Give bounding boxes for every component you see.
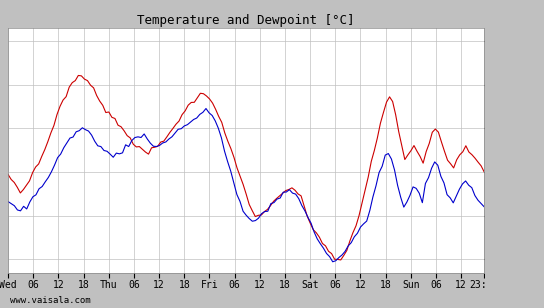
Text: www.vaisala.com: www.vaisala.com: [10, 296, 90, 305]
Title: Temperature and Dewpoint [°C]: Temperature and Dewpoint [°C]: [138, 14, 355, 26]
